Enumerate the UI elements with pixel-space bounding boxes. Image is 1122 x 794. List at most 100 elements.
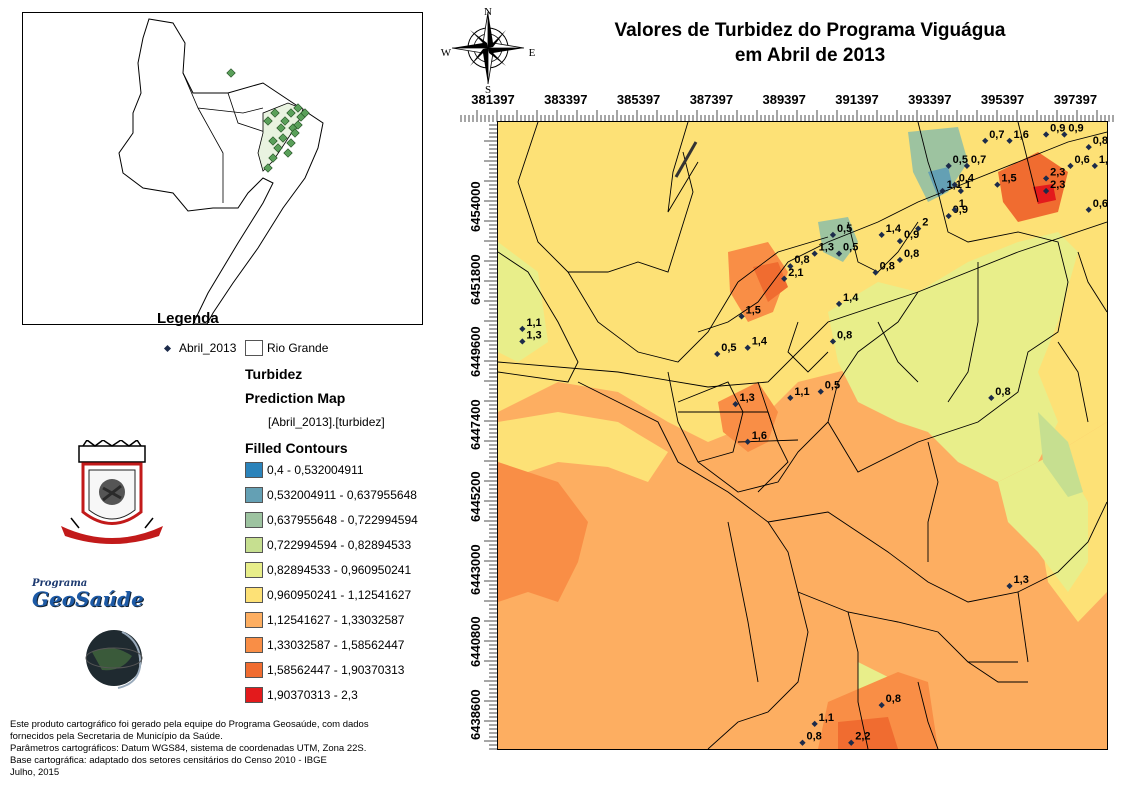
diamond-point-icon xyxy=(163,344,172,352)
sample-value-label: 1,1 xyxy=(526,317,541,329)
legend-class-swatch xyxy=(245,587,263,603)
sample-point[interactable]: 0,8 xyxy=(988,386,1011,401)
inset-sample-dot xyxy=(273,143,283,153)
x-tick-label: 391397 xyxy=(835,92,879,107)
sample-value-label: 0,5 xyxy=(837,223,852,235)
sample-point[interactable]: 0,9 xyxy=(1042,123,1065,138)
sample-value-label: 0,8 xyxy=(886,693,901,705)
legend-point-label: Abril_2013 xyxy=(179,341,237,355)
legend-class-row: 0,532004911 - 0,637955648 xyxy=(245,487,417,503)
sample-value-label: 1,6 xyxy=(752,430,767,442)
legend-class-swatch xyxy=(245,537,263,553)
sample-point[interactable]: 0,5 xyxy=(817,380,840,395)
inset-sample-dot xyxy=(293,120,303,130)
globe-icon xyxy=(85,630,143,689)
footer-line: fornecidos pela Secretaria de Município … xyxy=(10,731,223,742)
x-tick-label: 393397 xyxy=(908,92,952,107)
sample-value-label: 0,8 xyxy=(1093,135,1107,147)
inset-sample-dot xyxy=(263,116,273,126)
surface-class-red-orange-2 xyxy=(753,262,788,302)
sample-point[interactable]: 0,6 xyxy=(1067,154,1090,170)
surface-class-yellow-south xyxy=(498,412,668,482)
y-tick-label: 6445200 xyxy=(468,471,483,522)
map-footer-credits: Este produto cartográfico foi gerado pel… xyxy=(10,719,480,779)
x-tick-label: 395397 xyxy=(980,92,1025,107)
sample-point[interactable]: 2,3 xyxy=(1042,166,1065,182)
surface-class-red xyxy=(1033,184,1056,204)
sample-diamond-icon xyxy=(1042,131,1050,138)
surface-class-orange xyxy=(498,462,588,602)
sample-point[interactable]: 0,8 xyxy=(1085,135,1107,151)
legend-class-label: 1,12541627 - 1,33032587 xyxy=(267,613,405,627)
geosaude-logo: Programa GeoSaúde xyxy=(32,578,172,618)
sample-value-label: 1,3 xyxy=(819,242,834,254)
sample-value-label: 1,4 xyxy=(752,336,768,348)
road-line xyxy=(674,141,698,178)
compass-s: S xyxy=(485,84,491,94)
legend-class-row: 0,82894533 - 0,960950241 xyxy=(245,562,411,578)
legend-class-label: 0,637955648 - 0,722994594 xyxy=(267,513,418,527)
left-graticule-ticks xyxy=(482,121,497,751)
legend-title: Legenda xyxy=(157,310,219,327)
map-title-line2: em Abril de 2013 xyxy=(734,45,886,66)
legend-class-swatch xyxy=(245,512,263,528)
sample-value-label: 2,1 xyxy=(788,267,803,279)
sample-value-label: 1,1 xyxy=(794,386,809,398)
inset-sample-dot xyxy=(286,138,296,148)
sample-value-label: 1 xyxy=(959,198,965,210)
sample-point[interactable]: 1,5 xyxy=(1091,154,1107,170)
inset-sample-points xyxy=(226,68,310,173)
logo-geosaude-text: GeoSaúde xyxy=(32,587,144,611)
inset-sample-dot xyxy=(270,108,280,118)
surface-class-orange-2 xyxy=(718,382,778,452)
sample-diamond-icon xyxy=(1091,162,1098,170)
sample-value-label: 0,7 xyxy=(971,154,986,166)
y-tick-label: 6447400 xyxy=(468,398,483,450)
sample-point[interactable]: 0,6 xyxy=(1085,198,1107,213)
y-tick-label: 6440800 xyxy=(468,616,483,667)
sample-diamond-icon xyxy=(817,388,824,395)
turbidity-prediction-map[interactable]: 1,1 1,3 0,5 1,4 1,5 2,1 0,8 1,3 0,5 0,5 1,4 0,9 2 0,8… xyxy=(497,121,1108,750)
coat-of-arms-icon xyxy=(61,438,163,544)
map-svg: 1,11,30,51,41,52,10,81,30,50,51,40,920,8… xyxy=(498,122,1107,749)
sample-point[interactable]: 2,3 xyxy=(1042,179,1065,195)
legend-class-row: 1,12541627 - 1,33032587 xyxy=(245,612,404,628)
sample-point[interactable]: 0,8 xyxy=(799,731,822,746)
sample-value-label: 0,4 xyxy=(959,173,975,185)
sample-value-label: 0,5 xyxy=(721,342,736,354)
top-ticks-svg xyxy=(460,110,1114,122)
sample-point[interactable]: 0,8 xyxy=(878,693,901,709)
surface-class-pale-green-west xyxy=(498,242,548,362)
legend-class-swatch xyxy=(245,662,263,678)
sample-value-label: 2,3 xyxy=(1050,166,1065,178)
sample-point[interactable]: 2,2 xyxy=(848,731,871,746)
logo-program-text: Programa xyxy=(32,578,88,589)
sample-point[interactable]: 1,5 xyxy=(994,173,1017,188)
x-tick-label: 389397 xyxy=(762,92,806,107)
legend-class-label: 1,33032587 - 1,58562447 xyxy=(267,638,405,652)
map-title: Valores de Turbidez do Programa Viguágua… xyxy=(560,18,1060,68)
footer-line: Este produto cartográfico foi gerado pel… xyxy=(10,719,369,730)
sample-value-label: 0,8 xyxy=(995,386,1010,398)
sample-value-label: 1,1 xyxy=(819,712,834,724)
surface-class-pale-green xyxy=(828,232,1078,482)
legend-field-name: [Abril_2013].[turbidez] xyxy=(268,415,385,429)
sample-value-label: 0,9 xyxy=(904,229,919,241)
compass-rose-icon: N S E W xyxy=(441,6,536,96)
legend-class-row: 0,637955648 - 0,722994594 xyxy=(245,512,418,528)
sample-value-label: 1,6 xyxy=(1014,129,1029,141)
sample-value-label: 2 xyxy=(922,217,928,229)
inset-internal-line xyxy=(182,72,269,203)
legend-area-label: Rio Grande xyxy=(267,341,329,355)
inset-sample-dot xyxy=(290,128,300,138)
sample-point[interactable]: 1,3 xyxy=(519,329,542,345)
sample-value-label: 1,5 xyxy=(1099,154,1107,166)
municipality-outline xyxy=(118,18,324,324)
inset-sample-dot xyxy=(263,163,273,173)
compass-w: W xyxy=(441,47,452,59)
sample-value-label: 1,5 xyxy=(1001,173,1016,185)
inset-sample-dot xyxy=(226,68,236,78)
sample-value-label: 0,5 xyxy=(825,380,840,392)
surface-class-green-2 xyxy=(818,217,858,262)
footer-line: Parâmetros cartográficos: Datum WGS84, s… xyxy=(10,743,367,754)
